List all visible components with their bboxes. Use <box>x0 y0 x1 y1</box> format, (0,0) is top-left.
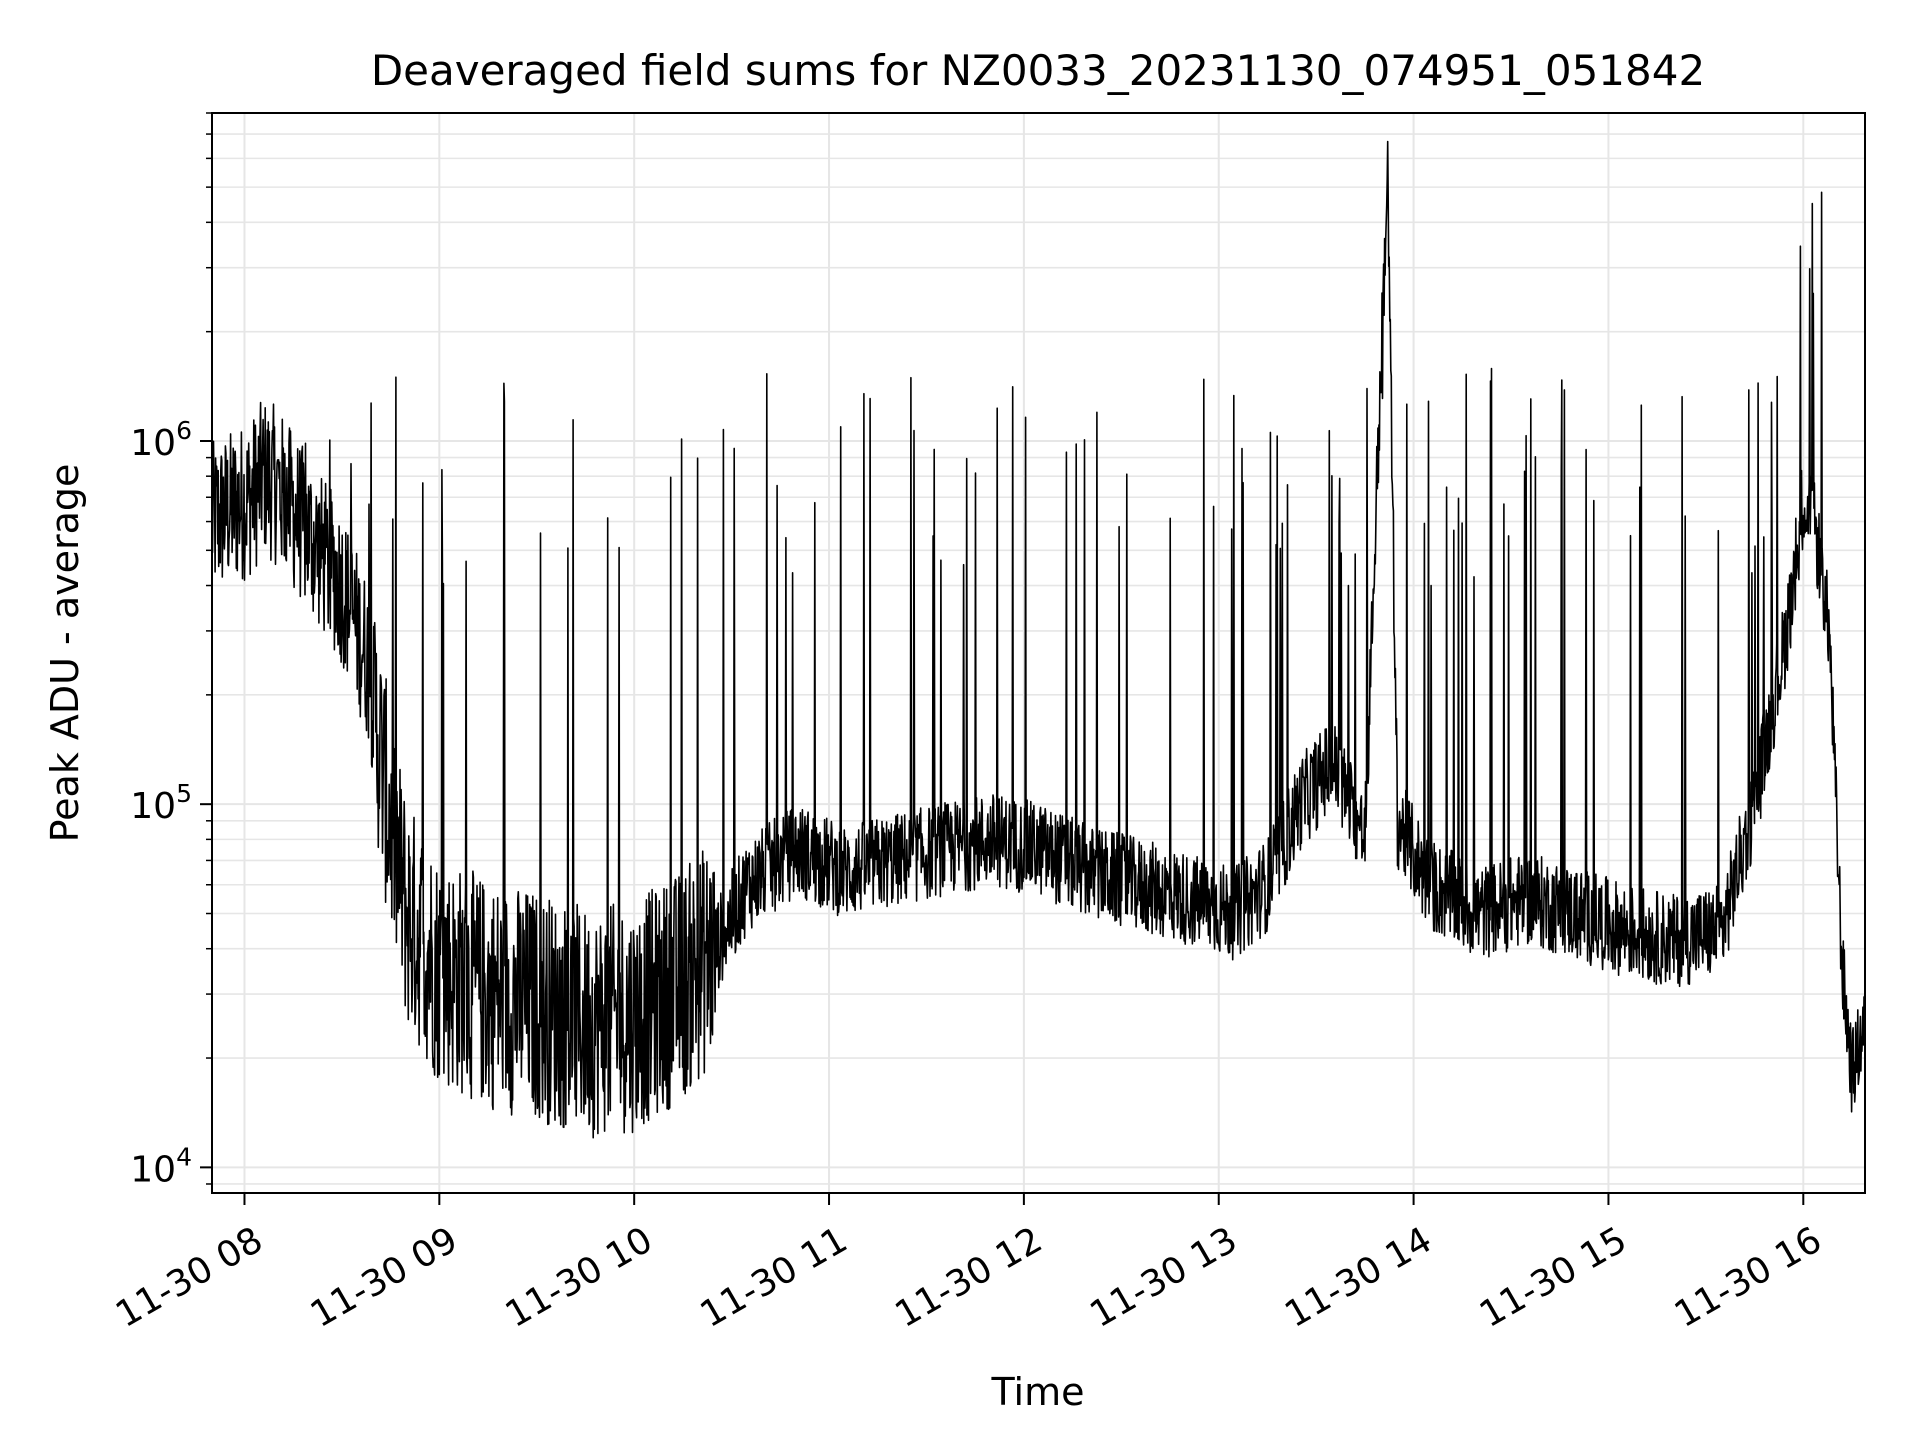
chart-title: Deaveraged field sums for NZ0033_2023113… <box>371 46 1705 95</box>
y-axis-label: Peak ADU - average <box>43 464 87 843</box>
gridlines <box>212 112 1865 1193</box>
y-tick-label: 104 <box>130 1142 192 1190</box>
y-axis-ticks: 104 105 106 <box>130 112 212 1190</box>
y-tick-label: 106 <box>130 416 192 464</box>
x-axis-label: Time <box>991 1370 1085 1414</box>
series-line <box>212 140 1865 1139</box>
y-tick-label: 105 <box>130 779 192 827</box>
plot-frame <box>211 112 1866 1194</box>
